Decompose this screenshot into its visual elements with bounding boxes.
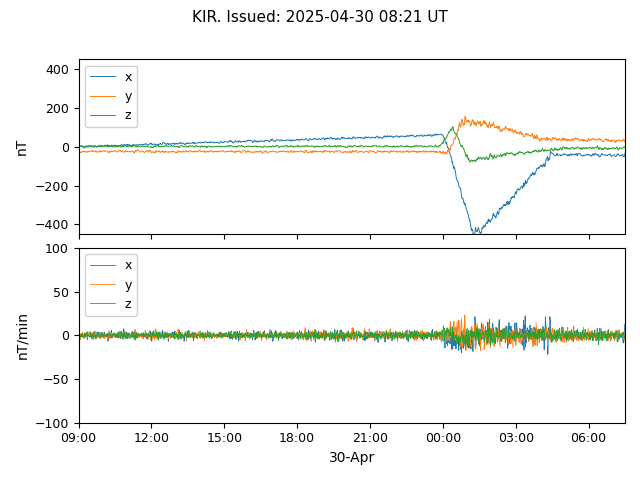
x [510,194,518,200]
Line: x: x [79,134,625,236]
x [80,335,88,340]
Y-axis label: nT: nT [15,138,29,156]
y [461,113,469,119]
z [358,334,366,339]
x [621,322,628,327]
z [378,332,386,338]
x [470,233,478,239]
Line: y: y [79,315,625,351]
x [207,140,214,146]
y [265,149,273,155]
x [374,339,382,345]
y [582,336,589,341]
y [483,123,491,129]
z [75,143,83,149]
Legend: x, y, z: x, y, z [85,66,137,127]
Line: z: z [79,127,625,162]
Line: y: y [79,116,625,154]
x [522,313,529,319]
y [80,332,88,337]
x [265,139,273,144]
y [319,330,327,336]
x [582,332,589,337]
z [265,144,273,149]
x [483,219,491,225]
y [621,139,629,144]
x [265,138,273,144]
Line: x: x [79,316,625,354]
z [265,144,273,150]
x [358,332,366,337]
z [466,159,474,165]
y [461,312,468,318]
x [544,351,552,357]
z [319,332,327,337]
y [442,151,450,157]
Legend: x, y, z: x, y, z [85,254,137,316]
y [621,338,628,344]
z [486,316,493,322]
x [75,332,83,337]
Y-axis label: nT/min: nT/min [15,312,29,360]
z [90,144,97,149]
y [470,348,477,354]
y [358,331,366,336]
z [621,144,629,150]
z [510,151,518,157]
z [582,332,589,338]
x [90,144,97,150]
x [319,332,327,338]
y [378,330,386,336]
z [374,331,382,336]
y [265,149,273,155]
Line: z: z [79,319,625,349]
z [75,330,83,336]
z [483,156,491,161]
x [75,144,83,149]
z [449,124,457,130]
z [207,144,214,150]
z [462,346,470,352]
z [80,335,88,340]
X-axis label: 30-Apr: 30-Apr [329,451,375,465]
y [207,148,214,154]
y [510,130,518,135]
y [75,339,83,345]
y [374,331,382,336]
y [90,148,97,154]
x [378,333,386,339]
Text: KIR. Issued: 2025-04-30 08:21 UT: KIR. Issued: 2025-04-30 08:21 UT [192,10,448,24]
x [621,150,629,156]
x [436,131,444,137]
y [75,148,83,154]
z [621,336,628,341]
